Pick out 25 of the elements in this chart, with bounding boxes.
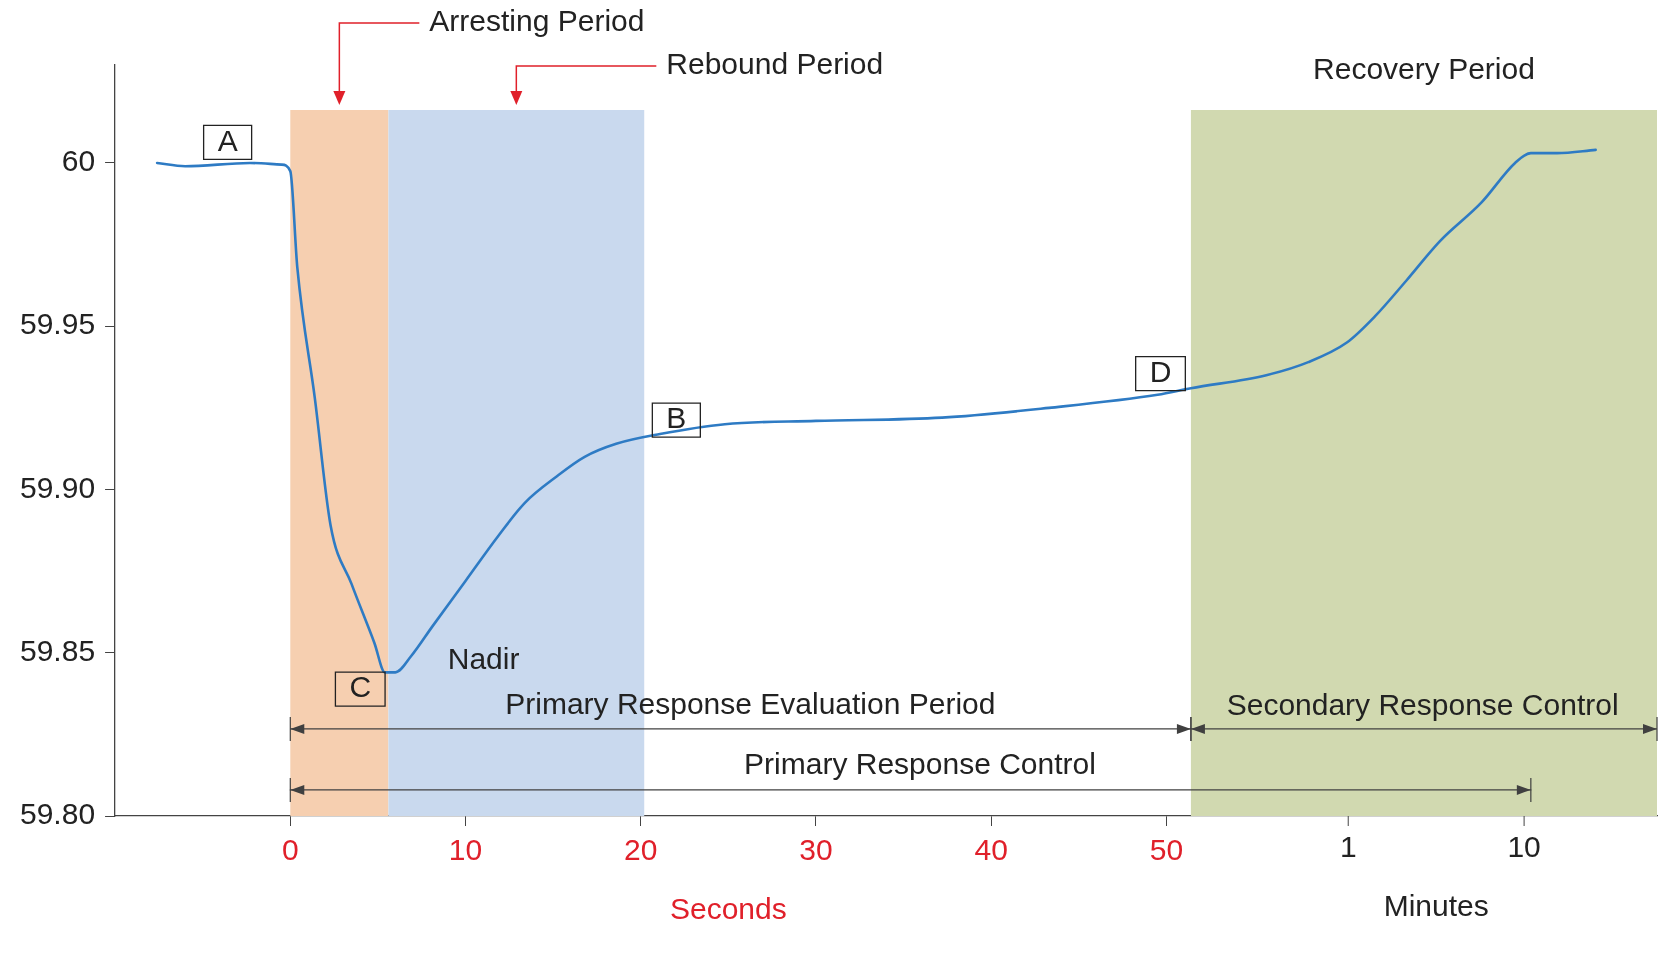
x-tick-label: 50 (1149, 833, 1184, 867)
y-tick-label: 59.95 (20, 307, 96, 341)
x-axis-title: Seconds (669, 892, 787, 926)
annotation: Secondary Response Control (1226, 688, 1619, 722)
x2-axis-title: Minutes (1383, 889, 1489, 923)
x-tick-label: 0 (281, 833, 299, 867)
annotation: D (1149, 354, 1172, 388)
band-label: Recovery Period (1313, 52, 1535, 86)
x-tick-label: 30 (799, 833, 833, 867)
band-label: Arresting Period (429, 4, 645, 38)
annotation: B (666, 401, 687, 435)
x-tick-label: 10 (448, 833, 483, 867)
annotation: A (217, 123, 238, 157)
annotation: Primary Response Control (744, 746, 1096, 780)
band-label: Rebound Period (666, 47, 884, 81)
y-tick-label: 60 (61, 144, 96, 178)
x2-tick-label: 1 (1339, 830, 1357, 864)
annotation: C (349, 670, 372, 704)
annotation: Nadir (447, 641, 520, 675)
x-tick-label: 40 (974, 833, 1008, 867)
y-tick-label: 59.80 (20, 797, 96, 831)
y-tick-label: 59.90 (20, 470, 96, 504)
annotation: Primary Response Evaluation Period (505, 686, 996, 720)
x-tick-label: 20 (624, 833, 658, 867)
y-tick-label: 59.85 (20, 634, 96, 667)
